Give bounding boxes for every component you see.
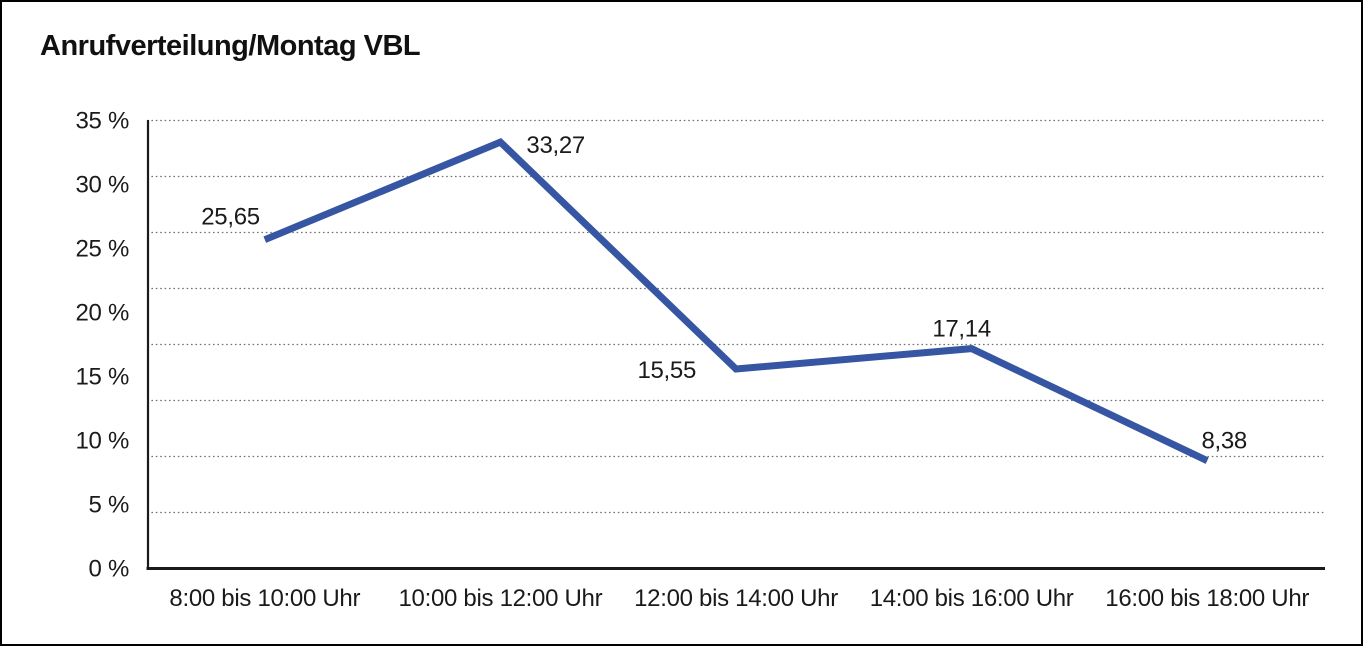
y-axis-tick-label: 25 % [75, 236, 129, 263]
x-axis-label: 12:00 bis 14:00 Uhr [634, 585, 838, 612]
data-point-label: 17,14 [932, 316, 991, 343]
data-point-label: 15,55 [637, 357, 696, 384]
x-axis-label: 8:00 bis 10:00 Uhr [169, 585, 360, 612]
chart-title: Anrufverteilung/Montag VBL [40, 30, 421, 62]
series-line [263, 137, 1209, 464]
y-axis-tick-label: 35 % [75, 108, 129, 135]
y-axis-tick-label: 5 % [89, 492, 129, 519]
x-axis-label: 14:00 bis 16:00 Uhr [870, 585, 1074, 612]
x-axis-label: 10:00 bis 12:00 Uhr [399, 585, 603, 612]
y-axis-tick-label: 30 % [75, 172, 129, 199]
data-point-label: 25,65 [201, 204, 260, 231]
y-axis-tick-label: 0 % [89, 556, 129, 583]
x-axis-label: 16:00 bis 18:00 Uhr [1105, 585, 1309, 612]
data-point-label: 33,27 [526, 132, 585, 159]
y-axis-tick-label: 15 % [75, 364, 129, 391]
data-point-label: 8,38 [1201, 428, 1247, 455]
y-axis-tick-label: 10 % [75, 428, 129, 455]
y-axis-tick-label: 20 % [75, 300, 129, 327]
